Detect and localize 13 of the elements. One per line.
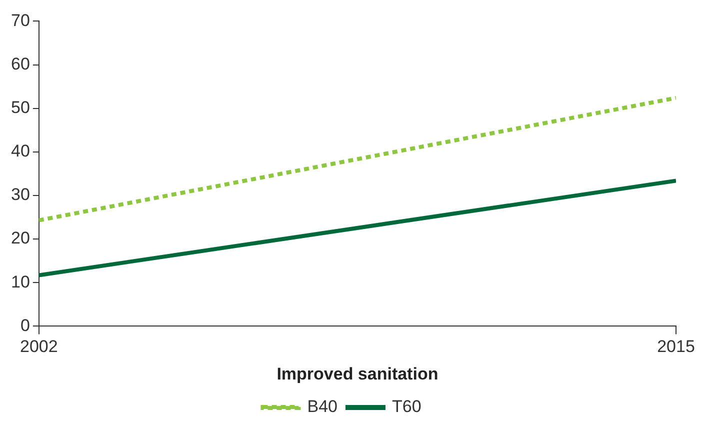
legend-label: T60 [392,397,422,416]
y-tick-label: 50 [10,98,30,118]
x-axis-title: Improved sanitation [276,364,438,384]
y-tick-label: 30 [10,185,30,204]
x-tick-label: 2015 [657,337,695,356]
y-tick-label: 20 [10,228,30,248]
x-tick-label: 2002 [20,337,58,356]
y-tick-label: 70 [10,10,30,30]
y-tick-label: 0 [20,316,30,335]
y-tick-label: 40 [10,142,30,161]
y-tick-label: 10 [10,272,30,292]
y-tick-label: 60 [10,54,30,74]
legend-label: B40 [307,397,338,416]
